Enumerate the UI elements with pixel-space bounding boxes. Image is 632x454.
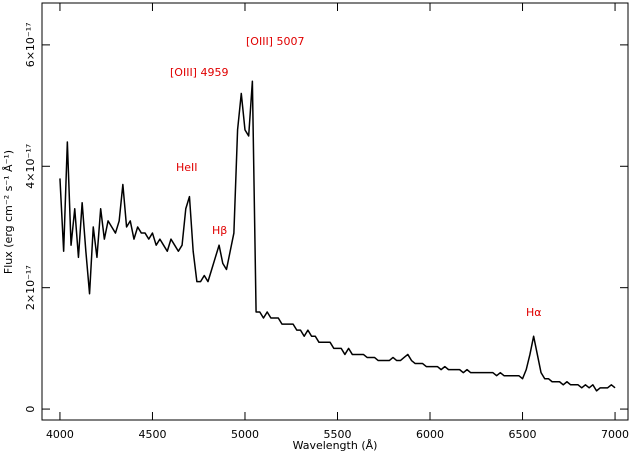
x-tick-label: 7000 bbox=[601, 428, 629, 441]
plot-frame bbox=[41, 2, 629, 421]
annotation: [OIII] 5007 bbox=[246, 35, 304, 48]
x-axis-label: Wavelength (Å) bbox=[293, 439, 378, 452]
y-axis-label: Flux (erg cm⁻² s⁻¹ Å⁻¹) bbox=[2, 150, 15, 274]
x-tick-label: 4000 bbox=[46, 428, 74, 441]
annotation: Hα bbox=[526, 306, 542, 319]
x-tick-label: 4500 bbox=[138, 428, 166, 441]
annotation: [OIII] 4959 bbox=[170, 66, 228, 79]
x-tick-label: 6500 bbox=[509, 428, 537, 441]
x-tick-label: 6000 bbox=[416, 428, 444, 441]
annotation: HeII bbox=[176, 161, 198, 174]
x-tick-label: 5500 bbox=[323, 428, 351, 441]
y-tick-label: 2×10⁻¹⁷ bbox=[24, 265, 37, 310]
annotation: Hβ bbox=[212, 224, 227, 237]
y-tick-label: 6×10⁻¹⁷ bbox=[24, 22, 37, 67]
y-tick-label: 4×10⁻¹⁷ bbox=[24, 144, 37, 189]
spectrum-line bbox=[59, 80, 616, 392]
y-tick-label: 0 bbox=[24, 406, 37, 413]
x-tick-label: 5000 bbox=[231, 428, 259, 441]
